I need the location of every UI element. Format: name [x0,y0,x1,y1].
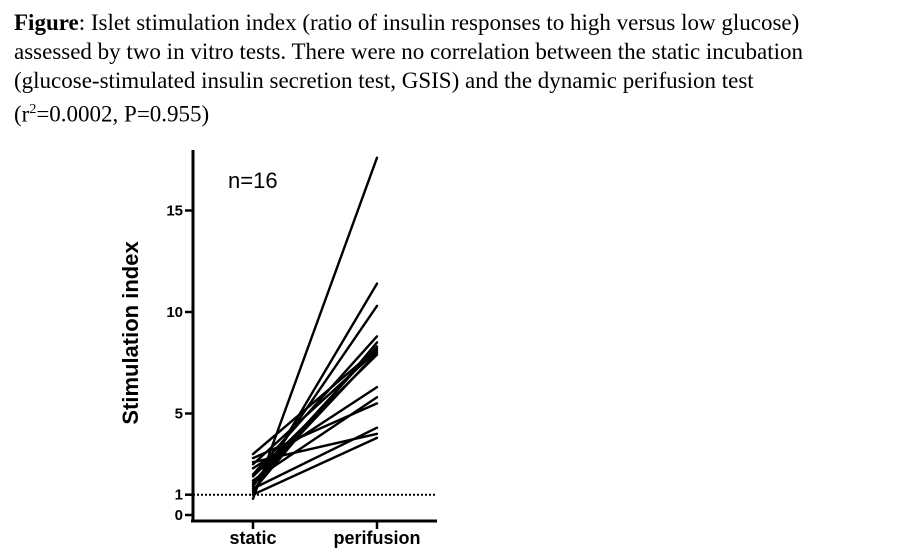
series-line [251,347,379,456]
x-category-label: perifusion [333,528,420,548]
n-annotation: n=16 [228,168,278,193]
series-line [251,396,379,482]
caption-line-4: (r2=0.0002, P=0.955) [14,95,894,129]
y-tick-label: 15 [166,203,183,220]
series-line [251,335,379,476]
caption-line-3: (glucose-stimulated insulin secretion te… [14,68,754,93]
series-line [251,436,379,496]
series-line [251,432,379,464]
x-category-label: static [229,528,276,548]
y-tick-label: 10 [166,304,183,321]
series-line [251,349,379,466]
caption-superscript: 2 [29,102,37,117]
caption-figure-label: Figure [14,10,79,35]
y-tick-label: 0 [175,507,183,524]
y-tick-label: 5 [175,406,183,423]
figure-caption: Figure: Islet stimulation index (ratio o… [14,8,894,129]
caption-line-4-post: =0.0002, P=0.955) [36,101,210,127]
y-tick-label: 1 [175,487,183,504]
caption-line-1: Figure: Islet stimulation index (ratio o… [14,8,894,37]
series-line [251,402,379,460]
caption-line-1-text: : Islet stimulation index (ratio of insu… [78,10,800,35]
series-line [251,385,379,470]
y-axis-label: Stimulation index [118,241,143,425]
caption-line-2: assessed by two in vitro tests. There we… [14,39,804,64]
series-line [251,156,379,500]
caption-line-4-pre: (r [14,101,30,127]
